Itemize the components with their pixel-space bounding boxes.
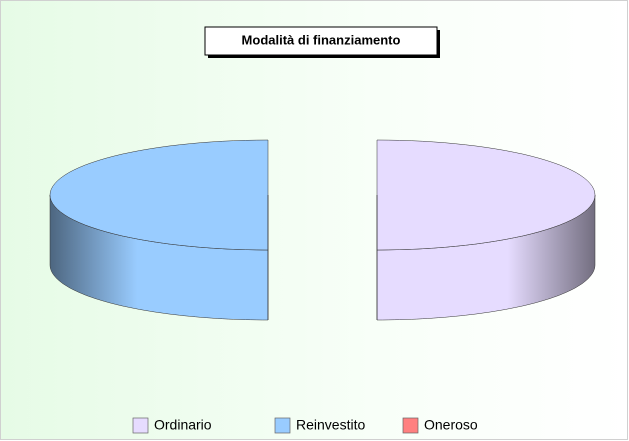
slice-top: [376, 139, 596, 251]
legend-label: Ordinario: [154, 417, 212, 433]
title-box: [204, 26, 438, 56]
legend-label: Oneroso: [424, 417, 478, 433]
legend-label: Reinvestito: [296, 417, 365, 433]
legend-swatch: [274, 417, 291, 434]
pie: [49, 139, 596, 321]
slice-top: [49, 139, 269, 251]
chart-title: Modalità di finanziamento: [242, 32, 401, 47]
legend-swatch: [402, 417, 419, 434]
legend: Ordinario Reinvestito Oneroso: [132, 417, 478, 434]
legend-swatch: [132, 417, 149, 434]
